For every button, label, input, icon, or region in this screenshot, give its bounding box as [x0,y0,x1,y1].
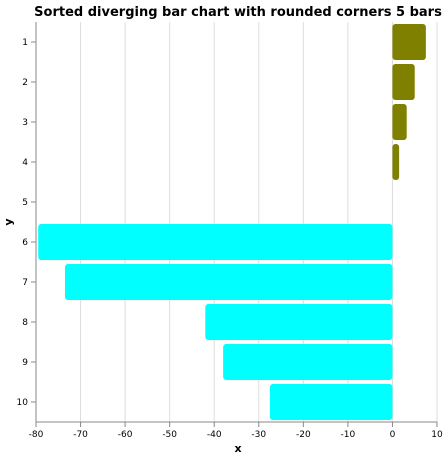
x-tick-label: -10 [341,430,356,440]
y-tick-label: 1 [22,38,28,48]
bar-6 [38,224,393,260]
bar-3 [392,104,407,140]
bar-1 [392,24,426,60]
bar-7 [64,264,393,300]
x-axis-title: x [234,442,241,455]
y-tick-label: 2 [22,78,28,88]
bar-8 [205,304,393,340]
y-tick-label: 10 [17,398,29,408]
x-tick-label: -70 [73,430,88,440]
bar-10 [269,384,393,420]
x-tick-label: -30 [251,430,266,440]
y-tick-label: 9 [22,358,28,368]
bar-4 [392,144,400,180]
y-tick-label: 8 [22,318,28,328]
y-tick-label: 4 [22,158,28,168]
grid [35,22,438,422]
x-tick-label: -50 [162,430,177,440]
x-tick-label: 0 [390,430,396,440]
x-tick-label: -80 [29,430,44,440]
y-tick-label: 5 [22,198,28,208]
x-tick-label: -40 [207,430,222,440]
bars [38,24,426,420]
x-tick-label: 10 [431,430,443,440]
axes: -80 -70 -60 -50 -40 -30 -20 -10 0 10 1 2 3 4 5 6 7 8 9 10 [17,22,443,440]
x-tick-label: -60 [118,430,133,440]
y-tick-label: 6 [22,238,28,248]
y-tick-label: 7 [22,278,28,288]
bar-2 [392,64,415,100]
chart-title: Sorted diverging bar chart with rounded … [34,5,442,20]
y-axis-title: y [2,218,15,225]
y-tick-label: 3 [22,118,28,128]
x-tick-label: -20 [296,430,311,440]
bar-9 [223,344,393,380]
